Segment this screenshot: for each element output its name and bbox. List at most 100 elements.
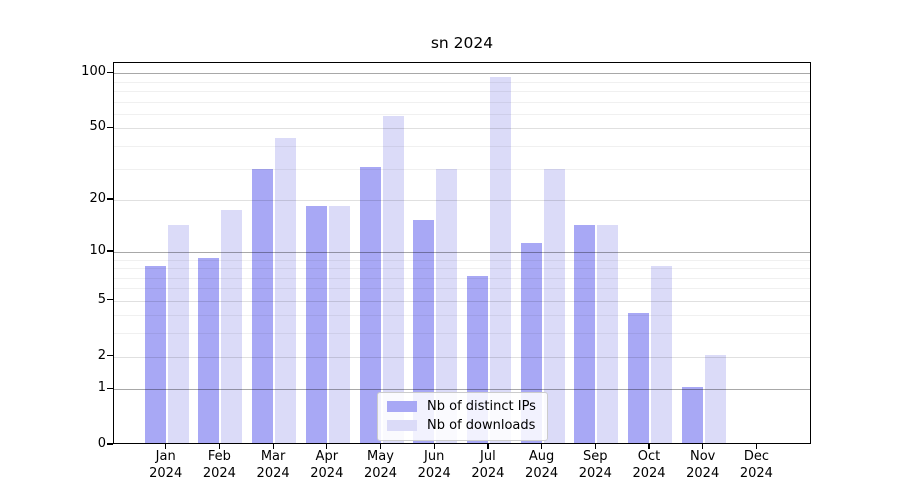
y-tick-mark (107, 299, 113, 301)
bar-downloads (489, 77, 511, 443)
x-tick-month: Jan (155, 449, 176, 464)
gridline (114, 356, 810, 358)
gridline (114, 101, 810, 103)
legend-swatch-downloads (387, 420, 417, 431)
x-tick-label: Aug 2024 (502, 449, 582, 482)
x-tick-label: Oct 2024 (609, 449, 689, 482)
x-tick-label: Jan 2024 (126, 449, 206, 482)
bar-distinct-ips (198, 257, 220, 443)
bar-downloads (704, 354, 726, 443)
x-tick-year: 2024 (417, 465, 451, 481)
x-tick-year: 2024 (202, 465, 236, 481)
gridline (114, 114, 810, 116)
x-tick-mark (218, 444, 221, 449)
y-tick-label: 10 (89, 242, 106, 258)
bar-downloads (436, 169, 458, 443)
gridline (114, 73, 810, 75)
x-tick-month: Apr (315, 449, 339, 464)
x-tick-mark (326, 444, 328, 449)
bar-distinct-ips (252, 169, 274, 443)
x-tick-label: Nov 2024 (663, 449, 743, 482)
x-tick-label: Jun 2024 (394, 449, 474, 482)
y-tick-mark (107, 71, 113, 74)
gridline (114, 268, 810, 270)
x-tick-mark (702, 444, 704, 449)
chart-title: sn 2024 (430, 34, 494, 52)
bar-distinct-ips (628, 313, 649, 443)
bar-downloads (328, 205, 350, 443)
y-tick-label: 1 (97, 380, 106, 396)
y-tick-mark (107, 198, 113, 200)
gridline (114, 333, 810, 335)
x-tick-month: Feb (207, 449, 231, 464)
x-tick-label: Mar 2024 (233, 449, 313, 482)
x-tick-month: Jul (480, 449, 496, 464)
y-tick-label: 5 (97, 291, 106, 307)
x-tick-mark (379, 444, 382, 449)
bar-distinct-ips (144, 266, 166, 443)
x-tick-month: Oct (637, 449, 661, 464)
x-tick-year: 2024 (632, 465, 666, 481)
bar-distinct-ips (413, 219, 435, 443)
legend-swatch-distinct-ips (387, 401, 417, 412)
gridline (114, 199, 810, 201)
gridline (114, 288, 810, 290)
x-tick-month: Dec (743, 449, 769, 464)
x-tick-mark (272, 444, 274, 449)
bar-downloads (651, 266, 672, 443)
x-tick-month: Mar (260, 449, 286, 464)
bar-distinct-ips (359, 166, 381, 443)
gridline (114, 251, 810, 253)
y-tick-mark (107, 126, 113, 129)
y-tick-label: 20 (89, 190, 106, 206)
y-tick-label: 100 (81, 64, 106, 80)
bar-downloads (221, 210, 243, 443)
x-tick-year: 2024 (149, 465, 183, 481)
x-tick-year: 2024 (686, 465, 720, 481)
x-tick-month: Nov (690, 449, 716, 464)
x-tick-mark (594, 444, 596, 449)
gridline (114, 128, 810, 130)
gridline (114, 81, 810, 83)
y-tick-label: 50 (89, 119, 106, 135)
y-tick-label: 2 (97, 347, 106, 363)
bar-distinct-ips (574, 225, 596, 443)
x-tick-year: 2024 (310, 465, 344, 481)
y-tick-mark (107, 250, 113, 252)
x-tick-year: 2024 (578, 465, 612, 481)
x-tick-mark (541, 444, 543, 449)
legend-item-distinct-ips: Nb of distinct IPs (387, 399, 536, 414)
x-tick-mark (487, 444, 489, 449)
x-tick-year: 2024 (256, 465, 290, 481)
x-tick-label: Sep 2024 (555, 449, 635, 482)
x-tick-label: Jul 2024 (448, 449, 528, 482)
plot-area (113, 62, 811, 444)
y-tick-label: 0 (97, 436, 106, 451)
x-tick-year: 2024 (525, 465, 559, 481)
x-tick-mark (755, 444, 758, 449)
bar-downloads (167, 225, 189, 443)
bar-distinct-ips (681, 387, 703, 443)
gridline (114, 389, 810, 391)
gridline (114, 146, 810, 148)
x-tick-month: Aug (528, 449, 555, 464)
x-tick-year: 2024 (471, 465, 505, 481)
x-tick-mark (433, 444, 435, 449)
x-tick-month: Jun (424, 449, 445, 464)
legend-item-downloads: Nb of downloads (387, 418, 536, 433)
gridline (114, 315, 810, 317)
x-tick-month: May (367, 449, 394, 464)
y-tick-mark (107, 387, 113, 389)
bar-downloads (382, 116, 404, 443)
x-tick-label: Feb 2024 (179, 449, 259, 482)
legend-label: Nb of distinct IPs (427, 399, 536, 414)
legend: Nb of distinct IPs Nb of downloads (377, 392, 548, 441)
bar-distinct-ips (305, 205, 327, 443)
gridline (114, 300, 810, 302)
x-tick-label: Dec 2024 (716, 449, 796, 482)
x-tick-mark (648, 444, 650, 449)
x-tick-label: May 2024 (341, 449, 421, 482)
gridline (114, 259, 810, 261)
y-tick-mark (107, 354, 113, 357)
